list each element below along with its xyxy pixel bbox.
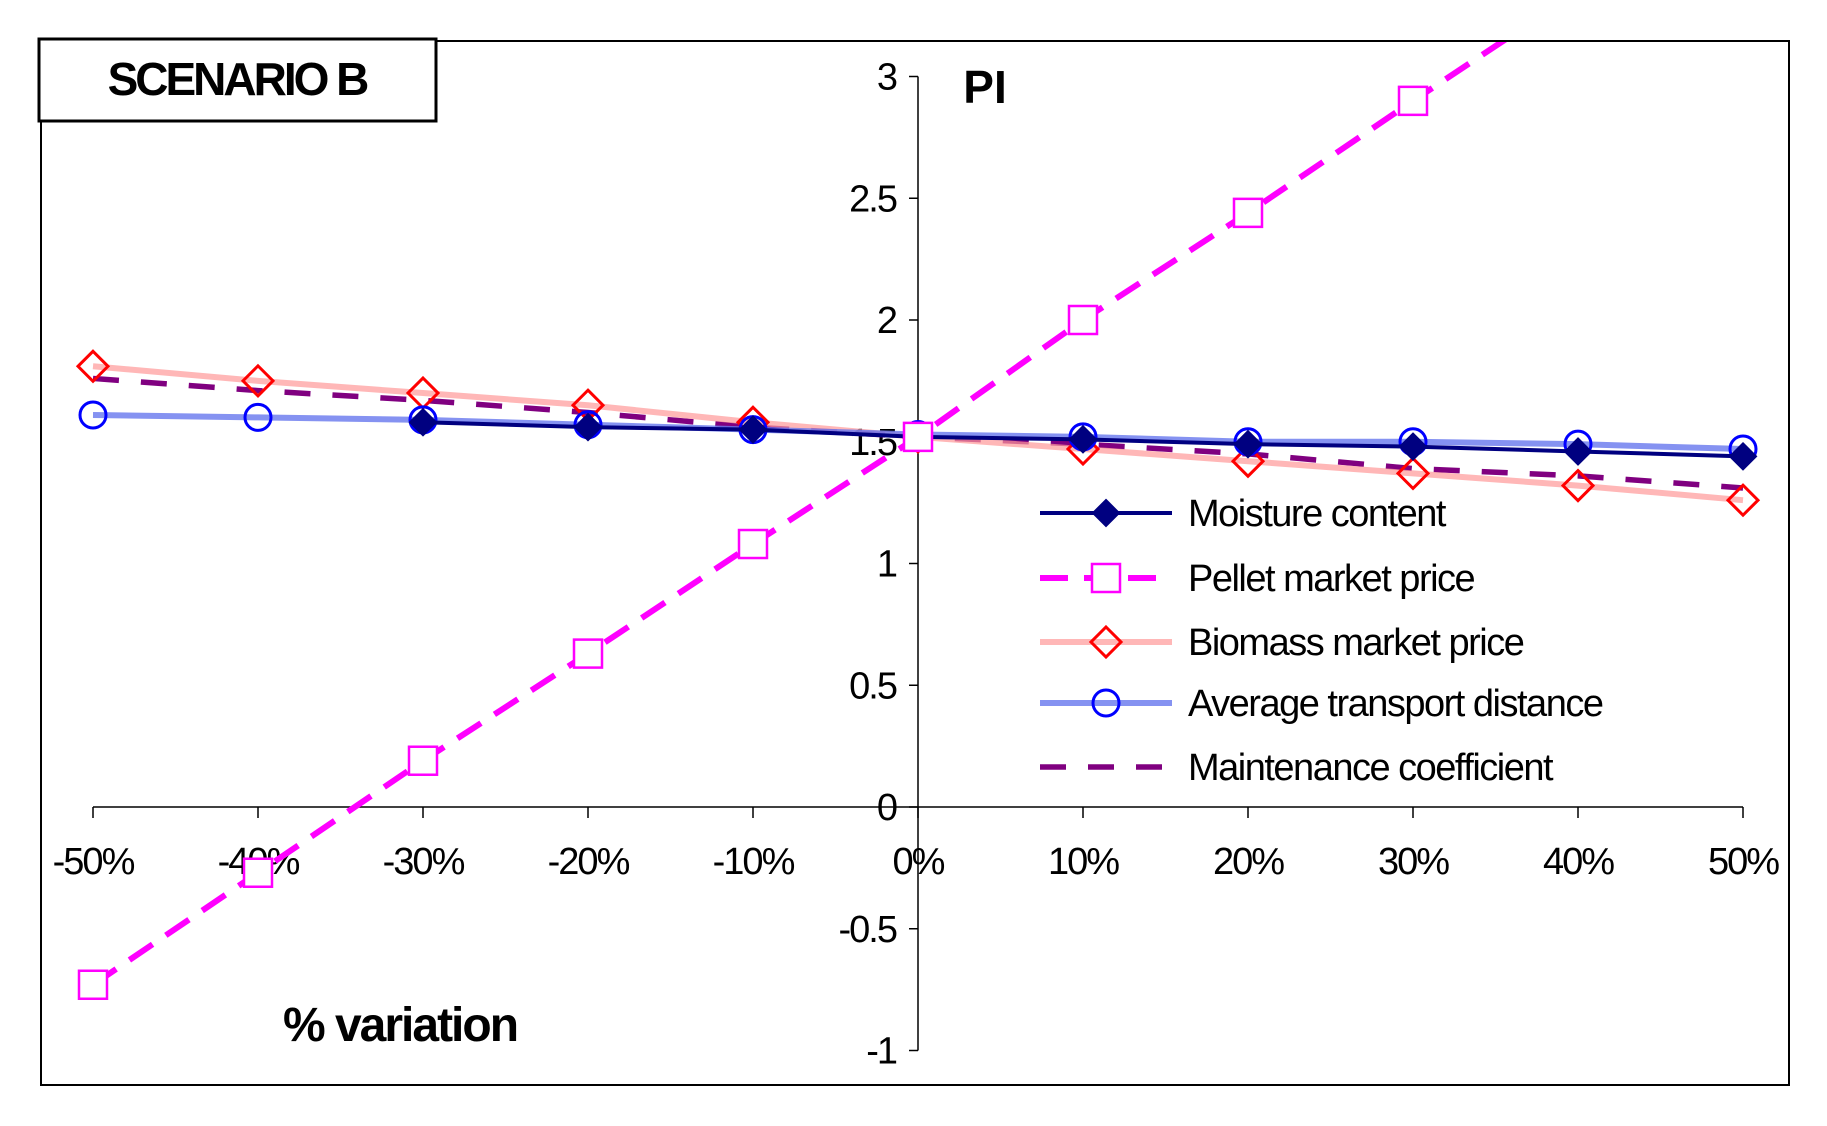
moisture-content-point bbox=[1068, 424, 1098, 454]
x-tick-label: 0% bbox=[893, 841, 945, 883]
average-transport-distance-point bbox=[243, 402, 273, 432]
biomass-market-price-point bbox=[1395, 456, 1431, 491]
y-tick-label: 1.5 bbox=[849, 422, 897, 464]
legend-label-pellet-market-price: Pellet market price bbox=[1188, 558, 1475, 600]
pellet-market-price-point bbox=[1067, 304, 1099, 336]
average-transport-distance-point bbox=[78, 400, 108, 430]
title-box: SCENARIO B bbox=[37, 37, 438, 123]
chart-title: SCENARIO B bbox=[108, 53, 369, 105]
y-tick-label: 1 bbox=[877, 544, 897, 586]
y-tick-label: 2 bbox=[877, 300, 897, 342]
pellet-market-price-point bbox=[902, 421, 934, 453]
pellet-market-price-point bbox=[1232, 197, 1264, 229]
legend-label-moisture-content: Moisture content bbox=[1188, 493, 1447, 535]
y-axis-title: PI bbox=[963, 61, 1006, 113]
y-tick-label: 0.5 bbox=[849, 665, 897, 707]
x-tick-label: 30% bbox=[1378, 841, 1449, 883]
y-tick-label: 2.5 bbox=[849, 178, 897, 220]
pellet-market-price-point bbox=[1397, 85, 1429, 117]
moisture-content-point bbox=[1233, 429, 1263, 459]
legend-label-average-transport-distance: Average transport distance bbox=[1188, 683, 1603, 725]
legend-label-maintenance-coefficient: Maintenance coefficient bbox=[1188, 747, 1554, 789]
legend-entry-pellet-market-price: Pellet market price bbox=[1040, 558, 1476, 600]
title-box-frame bbox=[37, 37, 438, 123]
x-tick-label: -10% bbox=[713, 841, 795, 883]
x-tick-label: -30% bbox=[383, 841, 465, 883]
series-layer bbox=[75, 0, 1761, 1001]
pellet-market-price-point bbox=[407, 745, 439, 776]
legend-label-biomass-market-price: Biomass market price bbox=[1188, 622, 1524, 664]
moisture-content-point bbox=[408, 407, 438, 437]
pellet-market-price-point bbox=[572, 638, 604, 669]
pellet-market-price-point bbox=[242, 857, 274, 888]
x-tick-label: 50% bbox=[1708, 841, 1779, 883]
moisture-content-point bbox=[573, 412, 603, 442]
legend: Moisture content Pellet market price Bioma… bbox=[1040, 493, 1604, 789]
x-axis-title: % variation bbox=[283, 999, 517, 1052]
legend-entry-biomass-market-price: Biomass market price bbox=[1040, 622, 1525, 664]
pellet-market-price-point bbox=[1564, 0, 1592, 5]
biomass-market-price-point bbox=[75, 349, 111, 384]
legend-pellet-market-price-point bbox=[1090, 562, 1122, 594]
x-tick-label: 10% bbox=[1048, 841, 1119, 883]
y-tick-label: -1 bbox=[866, 1031, 897, 1073]
y-axis: -1 -0.5 0 0.5 1 1.5 2 2.5 3 bbox=[839, 57, 919, 1073]
legend-average-transport-distance-point bbox=[1091, 688, 1121, 718]
legend-entry-maintenance-coefficient: Maintenance coefficient bbox=[1040, 747, 1555, 789]
y-tick-label: -0.5 bbox=[839, 909, 897, 951]
y-tick-label: 3 bbox=[877, 57, 897, 99]
x-tick-label: 20% bbox=[1213, 841, 1284, 883]
biomass-market-price-point bbox=[1725, 483, 1761, 518]
pellet-market-price-series bbox=[77, 0, 1592, 1001]
x-tick-label: 40% bbox=[1543, 841, 1614, 883]
biomass-market-price-point bbox=[1560, 468, 1596, 503]
pellet-market-price-point bbox=[77, 969, 109, 1001]
biomass-market-price-point bbox=[240, 363, 276, 398]
moisture-content-point bbox=[1563, 437, 1593, 466]
pellet-market-price-point bbox=[737, 528, 769, 560]
legend-entry-moisture-content: Moisture content bbox=[1040, 493, 1448, 535]
moisture-content-point bbox=[1398, 432, 1428, 462]
legend-moisture-content-point bbox=[1091, 498, 1121, 528]
legend-entry-average-transport-distance: Average transport distance bbox=[1040, 683, 1604, 725]
moisture-content-point bbox=[1728, 441, 1758, 471]
moisture-content-point bbox=[738, 415, 768, 444]
x-axis: -50%-40%-30%-20%-10%0%10%20%30%40%50% bbox=[53, 806, 1781, 883]
x-tick-label: -20% bbox=[548, 841, 630, 883]
biomass-market-price-point bbox=[1230, 444, 1266, 479]
x-tick-label: -50% bbox=[53, 841, 135, 883]
y-tick-label: 0 bbox=[877, 787, 897, 829]
legend-biomass-market-price-point bbox=[1088, 624, 1124, 660]
